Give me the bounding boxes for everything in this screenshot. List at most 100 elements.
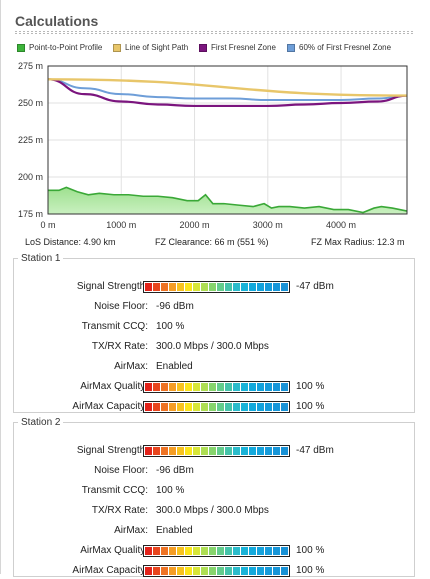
meter-segment: [225, 383, 232, 391]
meter-segment: [193, 447, 200, 455]
ccq-label: Transmit CCQ:: [81, 321, 148, 332]
rate-label: TX/RX Rate:: [91, 341, 148, 352]
meter-segment: [209, 283, 216, 291]
meter-segment: [145, 283, 152, 291]
signal-row: Signal Strength: -47 dBm: [14, 443, 414, 459]
meter-segment: [201, 403, 208, 411]
chart-legend: Point-to-Point Profile Line of Sight Pat…: [17, 43, 417, 55]
meter-segment: [265, 567, 272, 575]
legend-label: Point-to-Point Profile: [29, 43, 103, 52]
meter-segment: [249, 547, 256, 555]
airmax-capacity-meter: [143, 565, 290, 577]
capacity-label: AirMax Capacity:: [72, 565, 148, 576]
meter-segment: [153, 447, 160, 455]
meter-segment: [193, 283, 200, 291]
meter-segment: [185, 403, 192, 411]
meter-segment: [201, 383, 208, 391]
signal-strength-meter: [143, 281, 290, 293]
meter-segment: [185, 567, 192, 575]
rate-row: TX/RX Rate: 300.0 Mbps / 300.0 Mbps: [14, 503, 414, 519]
meter-segment: [161, 383, 168, 391]
ccq-row: Transmit CCQ: 100 %: [14, 319, 414, 335]
station-1-group: Station 1 Signal Strength: -47 dBm Noise…: [13, 253, 415, 413]
meter-segment: [161, 403, 168, 411]
meter-segment: [233, 447, 240, 455]
meter-segment: [145, 547, 152, 555]
signal-label: Signal Strength:: [76, 445, 148, 456]
noise-row: Noise Floor: -96 dBm: [14, 463, 414, 479]
meter-segment: [153, 547, 160, 555]
meter-segment: [257, 547, 264, 555]
meter-segment: [241, 447, 248, 455]
meter-segment: [209, 567, 216, 575]
meter-segment: [281, 383, 288, 391]
meter-segment: [201, 283, 208, 291]
airmax-quality-meter: [143, 381, 290, 393]
meter-segment: [273, 403, 280, 411]
meter-segment: [225, 403, 232, 411]
chart-frame: [47, 65, 408, 215]
meter-segment: [273, 383, 280, 391]
quality-row: AirMax Quality: 100 %: [14, 379, 414, 395]
legend-swatch-icon: [287, 43, 295, 52]
meter-segment: [281, 283, 288, 291]
los-distance: LoS Distance: 4.90 km: [25, 237, 116, 247]
meter-segment: [241, 283, 248, 291]
meter-segment: [249, 447, 256, 455]
meter-segment: [249, 403, 256, 411]
rate-row: TX/RX Rate: 300.0 Mbps / 300.0 Mbps: [14, 339, 414, 355]
meter-segment: [217, 383, 224, 391]
meter-segment: [241, 383, 248, 391]
rate-label: TX/RX Rate:: [91, 505, 148, 516]
meter-segment: [233, 567, 240, 575]
elevation-profile-chart: 275 m 250 m 225 m 200 m 175 m0 m 1000 m 2000 m…: [18, 61, 408, 230]
meter-segment: [257, 403, 264, 411]
meter-segment: [153, 403, 160, 411]
meter-segment: [265, 403, 272, 411]
legend-label: 60% of First Fresnel Zone: [299, 43, 392, 52]
meter-segment: [209, 383, 216, 391]
noise-value: -96 dBm: [156, 301, 194, 312]
meter-segment: [241, 567, 248, 575]
meter-segment: [257, 447, 264, 455]
ccq-row: Transmit CCQ: 100 %: [14, 483, 414, 499]
meter-segment: [177, 403, 184, 411]
capacity-value: 100 %: [296, 565, 325, 576]
x-tick-label: 0 m: [40, 220, 55, 230]
ground-profile-line: [48, 186, 408, 214]
quality-label: AirMax Quality:: [80, 545, 148, 556]
ccq-label: Transmit CCQ:: [81, 485, 148, 496]
meter-segment: [201, 567, 208, 575]
quality-row: AirMax Quality: 100 %: [14, 543, 414, 559]
meter-segment: [177, 567, 184, 575]
meter-segment: [281, 447, 288, 455]
meter-segment: [217, 403, 224, 411]
meter-segment: [273, 447, 280, 455]
meter-segment: [217, 447, 224, 455]
meter-segment: [281, 567, 288, 575]
x-tick-label: 4000 m: [326, 220, 356, 230]
capacity-value: 100 %: [296, 401, 325, 412]
legend-item-profile: Point-to-Point Profile: [17, 43, 102, 52]
meter-segment: [249, 383, 256, 391]
meter-segment: [161, 447, 168, 455]
meter-segment: [145, 403, 152, 411]
x-tick-label: 2000 m: [180, 220, 210, 230]
meter-segment: [193, 547, 200, 555]
meter-segment: [233, 403, 240, 411]
signal-strength-meter: [143, 445, 290, 457]
meter-segment: [161, 567, 168, 575]
quality-value: 100 %: [296, 381, 325, 392]
meter-segment: [169, 383, 176, 391]
airmax-quality-meter: [143, 545, 290, 557]
meter-segment: [265, 447, 272, 455]
legend-swatch-icon: [17, 43, 25, 52]
fresnel-60-line: [47, 78, 408, 102]
meter-segment: [225, 567, 232, 575]
meter-segment: [177, 283, 184, 291]
rate-value: 300.0 Mbps / 300.0 Mbps: [156, 505, 269, 516]
legend-swatch-icon: [199, 43, 207, 52]
meter-segment: [153, 567, 160, 575]
meter-segment: [177, 547, 184, 555]
meter-segment: [185, 383, 192, 391]
